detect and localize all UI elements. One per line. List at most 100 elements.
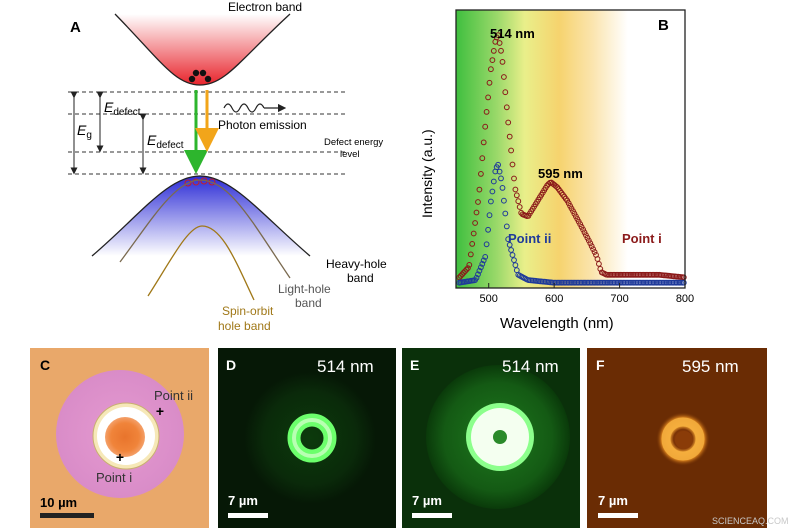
- panel-d-wavelength: 514 nm: [317, 357, 374, 376]
- point-ii-data-point: [475, 271, 481, 278]
- point-i-data-point: [489, 57, 496, 63]
- spin-orbit-label-2: hole band: [218, 319, 271, 333]
- y-axis-label: Intensity (a.u.): [419, 129, 435, 218]
- panel-e-scale-bar: [412, 513, 452, 518]
- point-i-data-point: [472, 220, 479, 226]
- panel-f-letter: F: [596, 357, 605, 373]
- point-i-data-point: [466, 262, 473, 268]
- point-ii-marker: +: [156, 403, 164, 419]
- x-tick-label: 500: [480, 293, 498, 305]
- point-ii-data-point: [482, 254, 489, 260]
- point-i-data-point: [463, 266, 470, 273]
- point-i-data-point: [511, 175, 517, 182]
- point-i-data-point: [475, 199, 481, 205]
- panel-f-ring-bright: [661, 417, 705, 461]
- point-i-data-point: [680, 274, 687, 281]
- panel-d-scale-label: 7 µm: [228, 493, 258, 508]
- hole-circle: [184, 179, 192, 187]
- electron-band-label: Electron band: [228, 0, 302, 14]
- point-i-data-point: [456, 274, 463, 281]
- point-i-data-point: [460, 269, 467, 276]
- point-ii-data-point: [495, 161, 502, 168]
- hole-circle: [192, 178, 200, 186]
- point-i-data-point: [478, 171, 484, 177]
- eg-label: Eg: [77, 122, 92, 141]
- panel-f-center: [675, 431, 693, 449]
- point-i-data-point: [473, 209, 480, 216]
- panel-b-letter: B: [658, 17, 669, 34]
- electron-band-curve: [114, 13, 291, 86]
- point-i-data-point: [585, 237, 592, 244]
- point-i-data-point: [457, 273, 464, 279]
- electron-dot: [199, 69, 207, 77]
- panel-e-scale-label: 7 µm: [412, 493, 442, 508]
- panel-d-letter: D: [226, 357, 236, 373]
- point-i-data-point: [502, 89, 509, 96]
- electron-dot: [204, 75, 212, 83]
- point-i-label: Point i: [96, 470, 132, 485]
- point-ii-data-point: [680, 279, 687, 286]
- point-i-data-point: [512, 186, 519, 193]
- orange-core: [105, 417, 145, 457]
- point-i-data-point: [501, 74, 507, 80]
- panel-d-ring-core: [292, 418, 332, 458]
- spectrum-background: [456, 10, 685, 288]
- panel-e: E 514 nm 7 µm: [402, 348, 580, 528]
- heavy-hole-band-curve: [91, 175, 311, 257]
- point-ii-data-point: [505, 236, 512, 243]
- heavy-hole-band-shape: [92, 176, 310, 256]
- panel-a: A Electron band Eg Edefect Edefect Photo…: [68, 0, 387, 333]
- light-hole-band-curve: [119, 179, 291, 279]
- spin-orbit-band-curve: [147, 225, 255, 301]
- peak-514-label: 514 nm: [490, 26, 535, 41]
- series-point-i-label: Point i: [622, 231, 662, 246]
- point-i-data-point: [479, 155, 486, 162]
- light-hole-label-2: band: [295, 296, 322, 310]
- x-tick-label: 600: [545, 293, 563, 305]
- point-ii-data-point: [509, 252, 516, 258]
- electron-dot: [192, 69, 200, 77]
- point-i-data-point: [508, 147, 515, 154]
- heavy-hole-label-2: band: [347, 271, 374, 285]
- point-ii-data-point: [490, 178, 497, 185]
- point-i-data-point: [596, 261, 602, 267]
- x-axis-label: Wavelength (nm): [500, 315, 614, 332]
- point-ii-data-point: [511, 257, 517, 264]
- panel-d: D 514 nm 7 µm: [218, 348, 396, 528]
- point-i-marker: +: [116, 449, 124, 465]
- point-i-data-point: [503, 104, 510, 111]
- point-i-data-point: [552, 183, 559, 189]
- defect-level-label-1: Defect energy: [324, 137, 383, 148]
- plot-area: [456, 32, 687, 286]
- point-ii-data-point: [483, 241, 490, 248]
- point-i-data-point: [465, 265, 471, 272]
- point-i-data-point: [580, 226, 586, 233]
- point-i-data-point: [496, 40, 503, 46]
- point-i-data-point: [588, 243, 595, 250]
- point-i-data-point: [513, 192, 520, 199]
- point-ii-data-point: [488, 198, 494, 205]
- point-ii-data-point: [485, 226, 492, 233]
- defect-level-label-2: level: [340, 149, 360, 160]
- point-ii-data-point: [498, 175, 504, 182]
- point-i-data-point: [506, 133, 513, 140]
- point-ii-data-point: [479, 261, 486, 267]
- panel-f: F 595 nm 7 µm: [587, 348, 767, 528]
- panel-c-scale-label: 10 µm: [40, 495, 77, 510]
- point-ii-data-point: [480, 257, 487, 264]
- panel-e-wavelength: 514 nm: [502, 357, 559, 376]
- point-ii-data-point: [508, 247, 515, 253]
- series-point-ii-label: Point ii: [508, 231, 551, 246]
- x-axis-ticks: 500 600 700 800: [480, 283, 694, 305]
- electron-band-shape: [115, 14, 290, 85]
- light-hole-label-1: Light-hole: [278, 282, 331, 296]
- spin-orbit-label-1: Spin-orbit: [222, 304, 274, 318]
- point-ii-data-point: [506, 242, 513, 248]
- point-i-data-point: [591, 249, 598, 255]
- point-i-data-point: [485, 94, 492, 101]
- point-i-data-point: [488, 66, 494, 73]
- edefect-label-2: Edefect: [147, 132, 184, 151]
- panel-b: 500 600 700 800 B 514 nm 595 nm Point ii Po…: [419, 9, 694, 332]
- point-ii-data-point: [501, 197, 507, 204]
